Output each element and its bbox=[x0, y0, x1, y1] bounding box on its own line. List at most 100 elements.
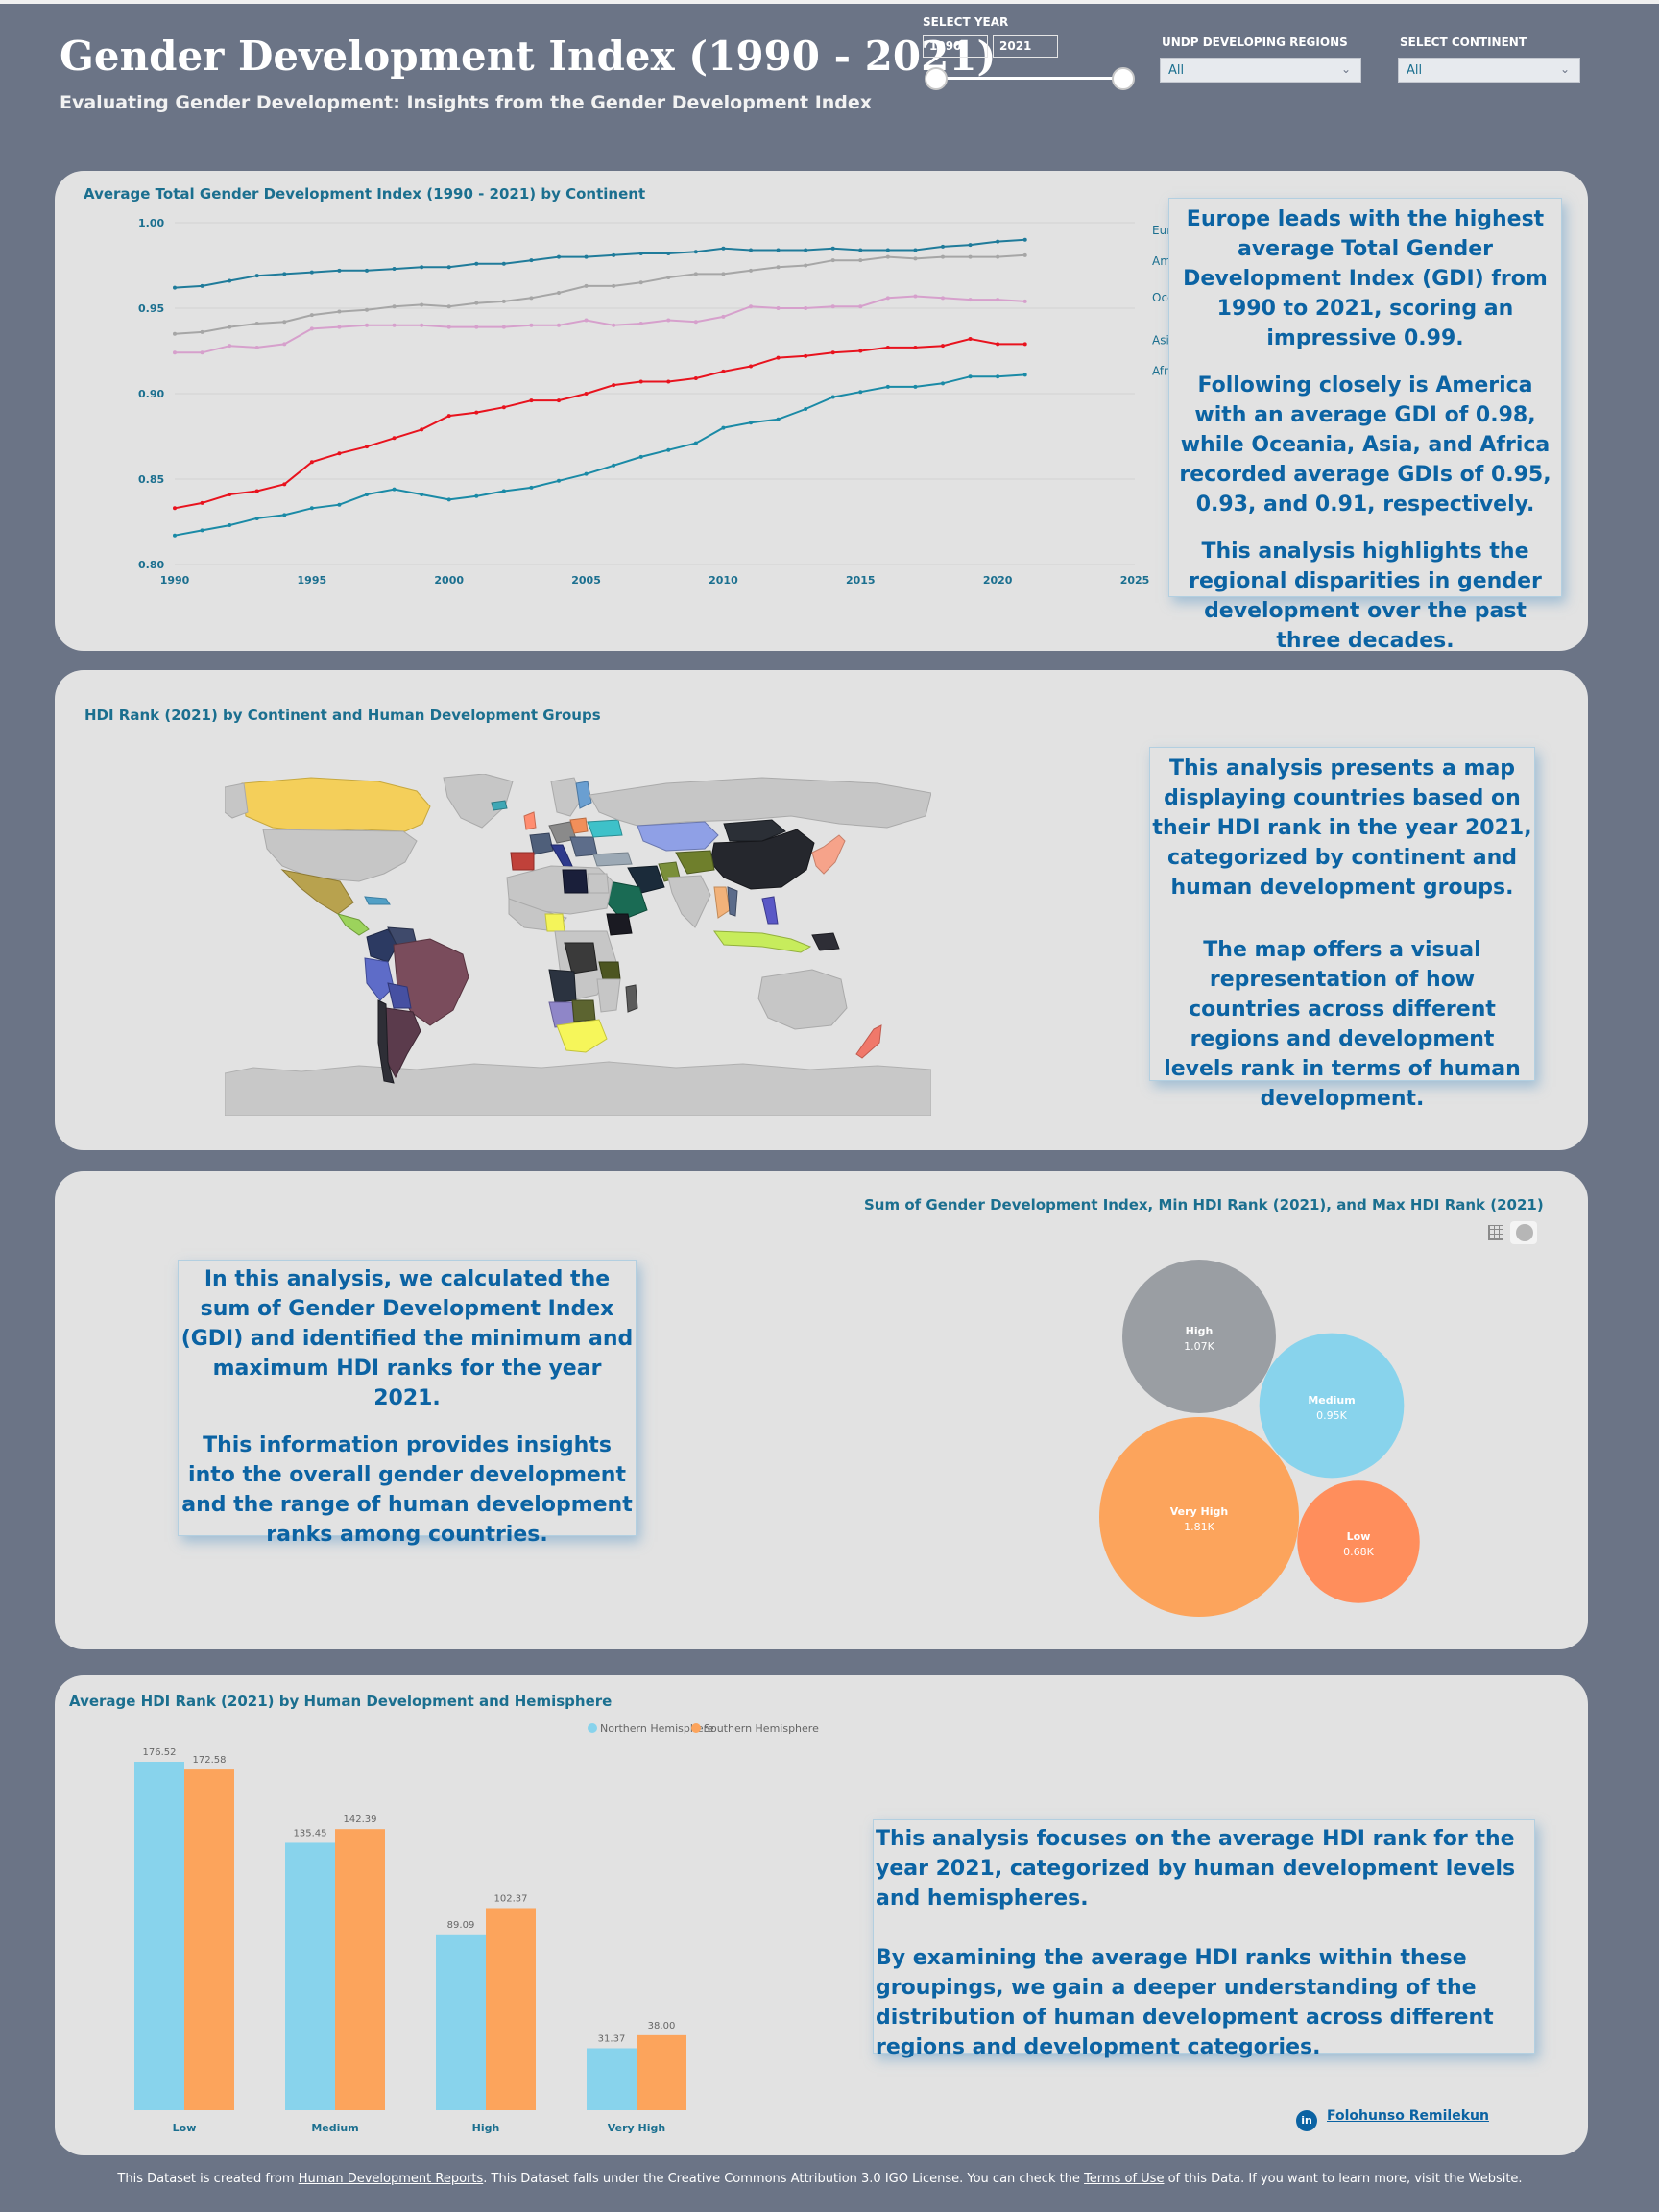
continent-dropdown-value: All bbox=[1407, 63, 1423, 78]
data-point bbox=[254, 322, 259, 326]
year-end-input[interactable]: 2021 bbox=[993, 35, 1058, 58]
data-point bbox=[638, 280, 643, 285]
footer-link-terms[interactable]: Terms of Use bbox=[1084, 2172, 1165, 2186]
data-point bbox=[337, 325, 342, 329]
data-point bbox=[830, 258, 835, 263]
footer-attribution: This Dataset is created from Human Devel… bbox=[0, 2172, 1640, 2186]
bubble-chart-title: Sum of Gender Development Index, Min HDI… bbox=[864, 1196, 1544, 1214]
x-tick-label: 2025 bbox=[1120, 574, 1150, 587]
data-point bbox=[941, 381, 945, 386]
data-point bbox=[173, 506, 177, 511]
data-point bbox=[858, 390, 863, 395]
data-point bbox=[228, 344, 232, 349]
legend-label: Southern Hemisphere bbox=[704, 1722, 819, 1735]
data-point bbox=[584, 392, 589, 396]
map-india bbox=[667, 875, 711, 928]
top-frame bbox=[0, 0, 1659, 4]
data-point bbox=[254, 345, 259, 349]
data-point bbox=[309, 506, 314, 511]
legend-label: Northern Hemisphere bbox=[600, 1722, 714, 1735]
region-dropdown[interactable]: All ⌄ bbox=[1160, 58, 1361, 83]
data-point bbox=[830, 395, 835, 399]
data-point bbox=[282, 320, 287, 325]
data-point bbox=[666, 379, 671, 384]
data-point bbox=[1022, 299, 1027, 303]
data-point bbox=[501, 261, 506, 266]
focus-mode-button[interactable] bbox=[1510, 1221, 1537, 1244]
author-link[interactable]: Folohunso Remilekun bbox=[1327, 2108, 1489, 2124]
x-tick-label: 1995 bbox=[298, 574, 327, 587]
year-slider-track[interactable] bbox=[935, 77, 1123, 80]
data-point bbox=[776, 355, 781, 360]
data-point bbox=[584, 471, 589, 476]
data-point bbox=[996, 374, 1000, 379]
year-start-input[interactable]: 1990 bbox=[923, 35, 988, 58]
map-angola bbox=[548, 969, 577, 1003]
data-point bbox=[474, 493, 479, 498]
data-point bbox=[996, 254, 1000, 259]
data-point bbox=[913, 294, 918, 299]
data-point bbox=[557, 254, 561, 259]
map-title: HDI Rank (2021) by Continent and Human D… bbox=[84, 707, 601, 724]
footer-text-3: of this Data. If you want to learn more,… bbox=[1164, 2172, 1523, 2186]
continent-dropdown[interactable]: All ⌄ bbox=[1398, 58, 1580, 83]
data-label: 172.58 bbox=[193, 1755, 227, 1766]
map-vietnam bbox=[727, 886, 738, 917]
data-point bbox=[612, 323, 616, 327]
map-ethiopia bbox=[606, 913, 633, 936]
x-tick-label: 2005 bbox=[571, 574, 601, 587]
map-central-asia bbox=[675, 850, 715, 875]
data-point bbox=[885, 384, 890, 389]
x-tick-label: 1990 bbox=[160, 574, 190, 587]
map-peru bbox=[364, 957, 395, 1001]
bubble-high bbox=[1122, 1260, 1276, 1413]
continent-filter-label: SELECT CONTINENT bbox=[1400, 36, 1527, 49]
data-point bbox=[200, 283, 204, 288]
data-point bbox=[830, 304, 835, 309]
line-chart-title: Average Total Gender Development Index (… bbox=[84, 185, 646, 203]
table-view-icon[interactable] bbox=[1488, 1225, 1503, 1240]
series-line-america bbox=[174, 253, 1025, 335]
data-point bbox=[420, 493, 424, 497]
series-line-oceania bbox=[175, 295, 1025, 354]
data-point bbox=[858, 304, 863, 309]
map-china bbox=[709, 829, 815, 890]
data-point bbox=[776, 265, 781, 270]
footer-link-hdr[interactable]: Human Development Reports bbox=[298, 2172, 484, 2186]
bar-insight-card: This analysis focuses on the average HDI… bbox=[873, 1819, 1535, 2059]
data-point bbox=[474, 261, 479, 266]
line-insight-p1: Europe leads with the highest average To… bbox=[1183, 207, 1548, 350]
info-icon bbox=[1516, 1224, 1533, 1241]
data-point bbox=[557, 478, 561, 483]
year-slider-start-handle[interactable] bbox=[925, 67, 948, 90]
map-botswana bbox=[571, 999, 596, 1022]
bubble-label: Very High bbox=[1170, 1505, 1228, 1518]
linkedin-icon[interactable]: in bbox=[1296, 2110, 1317, 2131]
data-point bbox=[666, 318, 671, 323]
data-point bbox=[365, 493, 369, 497]
map-insight-p1: This analysis presents a map displaying … bbox=[1152, 757, 1532, 900]
map-scandinavia bbox=[550, 777, 583, 817]
data-point bbox=[612, 383, 616, 388]
data-point bbox=[804, 248, 808, 252]
data-point bbox=[446, 325, 451, 329]
data-point bbox=[885, 248, 890, 252]
year-slider-end-handle[interactable] bbox=[1112, 67, 1135, 90]
data-point bbox=[721, 272, 726, 276]
bubble-label: Low bbox=[1347, 1530, 1371, 1543]
data-point bbox=[282, 482, 287, 487]
bubble-value-label: 0.95K bbox=[1316, 1409, 1347, 1422]
data-point bbox=[557, 323, 561, 327]
x-category-label: Very High bbox=[608, 2122, 665, 2134]
map-australia bbox=[757, 969, 848, 1030]
map-libya bbox=[562, 869, 589, 894]
map-mozambique bbox=[596, 978, 621, 1013]
data-point bbox=[557, 398, 561, 403]
data-point bbox=[941, 244, 945, 249]
map-bolivia bbox=[387, 982, 412, 1009]
data-point bbox=[885, 345, 890, 349]
bubble-panel: Sum of Gender Development Index, Min HDI… bbox=[55, 1171, 1588, 1649]
data-label: 31.37 bbox=[598, 2033, 626, 2044]
data-point bbox=[749, 421, 753, 425]
data-label: 38.00 bbox=[648, 2021, 676, 2032]
